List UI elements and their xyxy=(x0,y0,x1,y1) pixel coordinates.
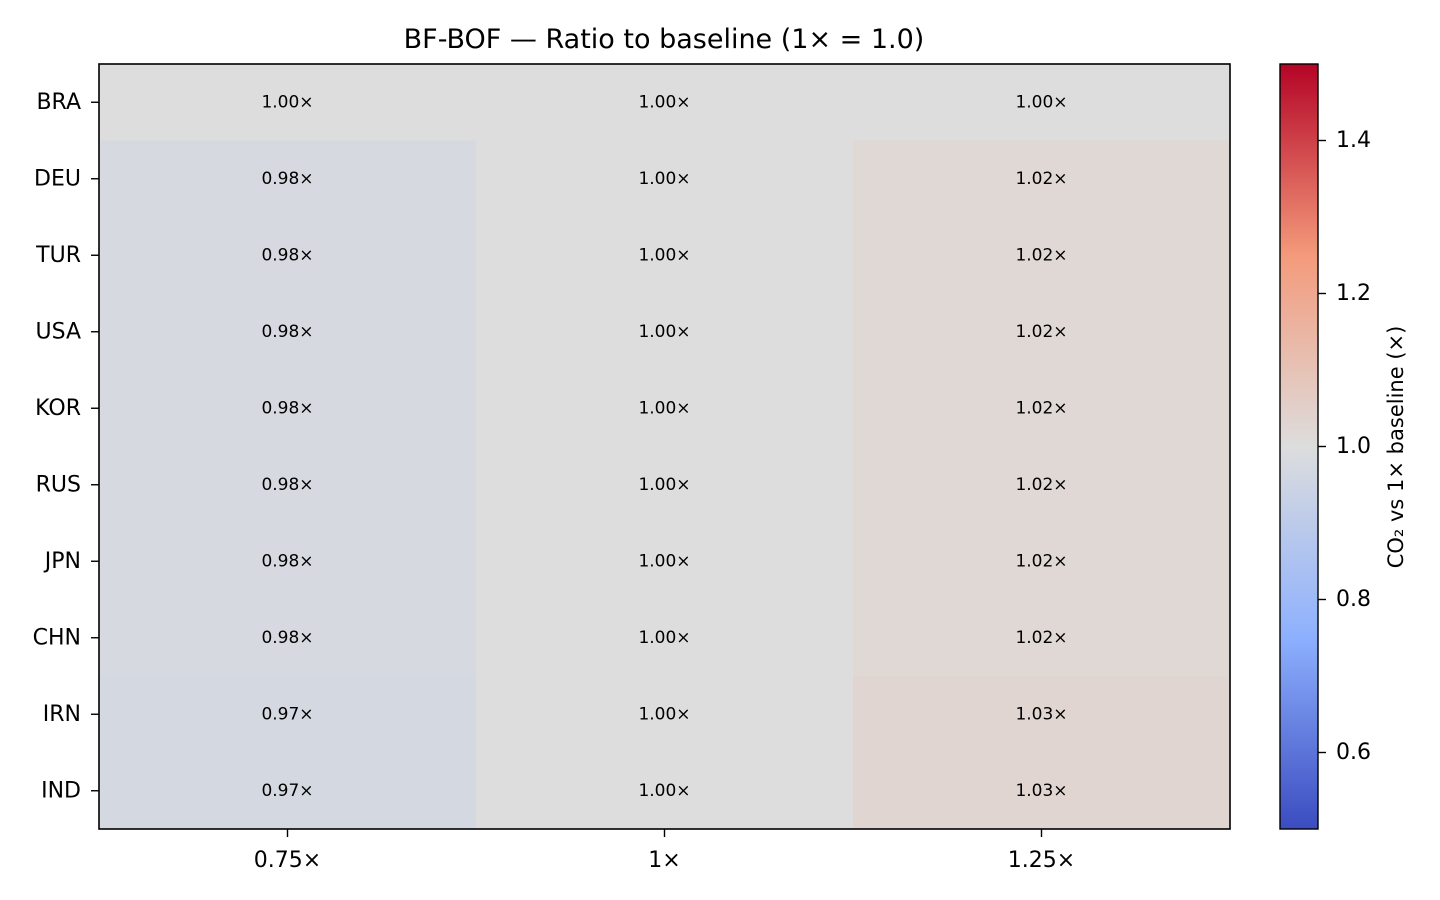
cell-value-label: 1.02× xyxy=(1015,628,1067,648)
colorbar-tick-label: 0.6 xyxy=(1336,740,1371,765)
chart-title: BF-BOF — Ratio to baseline (1× = 1.0) xyxy=(404,24,925,55)
cell-value-label: 1.02× xyxy=(1015,475,1067,495)
cell-value-label: 1.00× xyxy=(638,398,690,418)
y-tick-label: DEU xyxy=(34,166,81,191)
cell-value-label: 1.00× xyxy=(638,245,690,265)
cell-value-label: 1.00× xyxy=(638,628,690,648)
cell-value-label: 0.98× xyxy=(261,551,313,571)
cell-value-label: 0.98× xyxy=(261,398,313,418)
cell-value-label: 0.98× xyxy=(261,475,313,495)
y-tick-label: TUR xyxy=(35,243,81,268)
y-tick-label: USA xyxy=(35,319,81,344)
cell-value-label: 1.02× xyxy=(1015,398,1067,418)
cell-value-label: 0.98× xyxy=(261,322,313,342)
cell-value-label: 0.98× xyxy=(261,628,313,648)
cell-value-label: 0.98× xyxy=(261,245,313,265)
colorbar-tick-label: 1.0 xyxy=(1336,434,1371,459)
cell-value-label: 1.02× xyxy=(1015,245,1067,265)
cell-value-label: 0.97× xyxy=(261,781,313,801)
cell-value-label: 1.02× xyxy=(1015,551,1067,571)
cell-value-label: 1.02× xyxy=(1015,169,1067,189)
x-tick-label: 0.75× xyxy=(254,848,321,873)
cell-value-label: 1.00× xyxy=(638,781,690,801)
cell-value-label: 1.00× xyxy=(638,92,690,112)
cell-value-label: 1.00× xyxy=(638,704,690,724)
colorbar xyxy=(1280,64,1318,829)
y-tick-label: IND xyxy=(41,778,81,803)
cell-value-label: 1.00× xyxy=(638,322,690,342)
y-tick-label: BRA xyxy=(36,90,81,115)
y-tick-label: JPN xyxy=(43,549,81,574)
cell-value-label: 1.00× xyxy=(638,169,690,189)
cell-value-label: 1.03× xyxy=(1015,781,1067,801)
y-tick-label: CHN xyxy=(33,625,81,650)
cell-value-label: 1.00× xyxy=(638,551,690,571)
colorbar-tick-label: 1.4 xyxy=(1336,128,1371,153)
cell-value-label: 1.00× xyxy=(638,475,690,495)
colorbar-ticks: 0.6 0.8 1.0 1.2 1.4 xyxy=(1318,128,1371,765)
cell-value-label: 1.03× xyxy=(1015,704,1067,724)
x-tick-label: 1.25× xyxy=(1008,848,1075,873)
cell-value-label: 1.02× xyxy=(1015,322,1067,342)
x-axis: 0.75× 1× 1.25× xyxy=(254,829,1075,873)
colorbar-tick-label: 0.8 xyxy=(1336,587,1371,612)
cell-value-label: 1.00× xyxy=(261,92,313,112)
x-tick-label: 1× xyxy=(648,848,680,873)
colorbar-label: CO₂ vs 1× baseline (×) xyxy=(1384,326,1408,569)
colorbar-tick-label: 1.2 xyxy=(1336,281,1371,306)
y-tick-label: RUS xyxy=(36,472,81,497)
y-tick-label: IRN xyxy=(43,702,81,727)
cell-value-label: 1.00× xyxy=(1015,92,1067,112)
y-axis: BRA DEU TUR USA KOR RUS JPN CHN IRN IND xyxy=(33,90,99,804)
cell-value-label: 0.97× xyxy=(261,704,313,724)
y-tick-label: KOR xyxy=(35,396,81,421)
cell-value-label: 0.98× xyxy=(261,169,313,189)
